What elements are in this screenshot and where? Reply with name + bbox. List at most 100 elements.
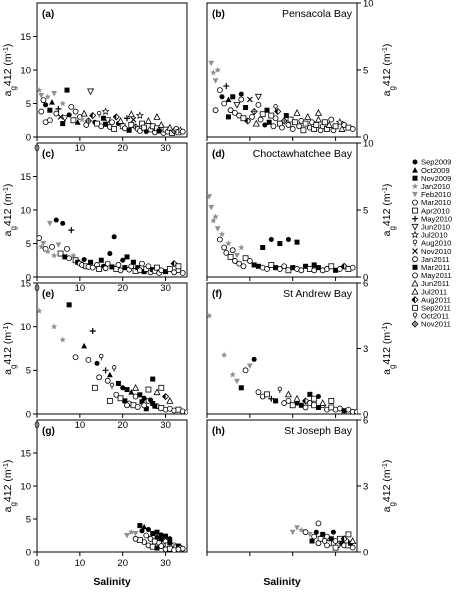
data-point bbox=[230, 94, 236, 100]
data-point bbox=[111, 234, 117, 240]
data-point bbox=[311, 533, 318, 540]
data-point bbox=[47, 107, 53, 113]
data-points bbox=[124, 523, 186, 552]
data-point bbox=[233, 101, 241, 109]
data-point bbox=[315, 540, 322, 547]
data-point bbox=[149, 543, 156, 550]
panel-label: (f) bbox=[212, 289, 222, 300]
data-point bbox=[259, 111, 266, 118]
data-point bbox=[157, 121, 165, 128]
data-point bbox=[132, 535, 139, 542]
data-point bbox=[336, 266, 343, 272]
data-point bbox=[302, 120, 309, 127]
panel-b: 0 5 10 (b) Pensacola Bay ag412 (m-1) bbox=[206, 0, 397, 143]
x-tick-label: 20 bbox=[117, 283, 128, 294]
data-point bbox=[111, 365, 117, 372]
data-point bbox=[158, 267, 165, 274]
data-point bbox=[175, 263, 182, 270]
panel-label: (c) bbox=[42, 149, 54, 160]
data-point bbox=[124, 402, 130, 409]
y-tick-label: 5 bbox=[363, 205, 368, 216]
legend-label: Jun2011 bbox=[421, 279, 450, 288]
panel-d: 0 5 10 (d) Choctawhatchee Bay ag412 (m-1) bbox=[206, 138, 397, 283]
legend-marker bbox=[410, 230, 420, 239]
data-point bbox=[349, 537, 357, 544]
legend-label: Apr2010 bbox=[421, 206, 450, 215]
y-axis-label: ag412 (m-1) bbox=[2, 184, 18, 237]
data-point bbox=[306, 531, 313, 538]
data-point bbox=[268, 262, 275, 268]
data-point bbox=[60, 220, 66, 226]
legend-marker bbox=[411, 320, 419, 328]
data-point bbox=[324, 533, 330, 540]
legend-marker bbox=[412, 312, 418, 320]
panel-h: 0 3 6 (h) St Joseph Bay ag412 (m-1) bbox=[206, 415, 397, 558]
y-axis-label: ag412 (m-1) bbox=[381, 322, 397, 375]
data-point bbox=[158, 532, 164, 538]
data-point bbox=[330, 529, 336, 535]
data-point bbox=[291, 119, 298, 126]
data-point bbox=[109, 264, 115, 270]
legend-label: Oct2011 bbox=[421, 312, 449, 321]
data-point bbox=[64, 245, 70, 252]
data-point bbox=[102, 367, 109, 374]
data-point bbox=[223, 83, 230, 90]
data-point bbox=[289, 529, 296, 536]
data-point bbox=[64, 87, 70, 93]
plot-frame bbox=[36, 2, 188, 138]
legend-entry: Jun2011 bbox=[411, 279, 450, 288]
data-point bbox=[289, 402, 296, 409]
data-point bbox=[98, 123, 105, 130]
y-tick-label: 5 bbox=[26, 514, 31, 525]
legend-entry: Aug2010 bbox=[412, 239, 451, 248]
data-point bbox=[315, 265, 321, 271]
legend-marker bbox=[411, 183, 419, 189]
legend-entry: Sep2009 bbox=[412, 158, 451, 167]
legend-marker bbox=[412, 239, 418, 247]
panel-label: (a) bbox=[42, 9, 54, 20]
data-point bbox=[324, 542, 330, 549]
plot-frame bbox=[206, 282, 358, 415]
data-point bbox=[311, 262, 317, 268]
data-point bbox=[38, 108, 45, 115]
data-point bbox=[313, 122, 320, 128]
data-point bbox=[68, 227, 75, 234]
data-point bbox=[144, 117, 152, 124]
data-point bbox=[277, 386, 283, 394]
data-point bbox=[128, 122, 135, 128]
data-point bbox=[218, 230, 226, 237]
data-point bbox=[40, 241, 47, 247]
data-point bbox=[139, 528, 145, 534]
data-point bbox=[101, 107, 110, 115]
plot-frame bbox=[36, 419, 188, 553]
data-point bbox=[124, 254, 130, 260]
data-point bbox=[60, 121, 66, 127]
data-point bbox=[100, 115, 106, 121]
data-point bbox=[302, 404, 309, 411]
y-tick-label: 15 bbox=[20, 32, 31, 43]
legend-marker bbox=[412, 159, 418, 165]
data-point bbox=[289, 126, 296, 132]
y-tick-label: 15 bbox=[20, 278, 31, 289]
data-point bbox=[132, 393, 139, 400]
data-point bbox=[143, 532, 150, 539]
data-point bbox=[135, 111, 144, 119]
y-tick-label: 6 bbox=[363, 415, 368, 426]
data-point bbox=[314, 115, 322, 123]
y-tick-label: 10 bbox=[20, 65, 31, 76]
data-point bbox=[302, 397, 310, 405]
data-point bbox=[273, 104, 278, 111]
data-point bbox=[104, 117, 112, 125]
y-tick-label: 5 bbox=[26, 366, 31, 377]
data-point bbox=[96, 374, 103, 381]
data-point bbox=[72, 108, 79, 115]
data-point bbox=[240, 263, 247, 270]
data-point bbox=[66, 112, 72, 118]
data-point bbox=[145, 527, 151, 533]
data-point bbox=[57, 250, 64, 257]
data-point bbox=[242, 255, 249, 262]
data-point bbox=[120, 257, 126, 263]
data-point bbox=[87, 88, 95, 96]
data-point bbox=[238, 385, 244, 391]
data-point bbox=[103, 121, 109, 127]
